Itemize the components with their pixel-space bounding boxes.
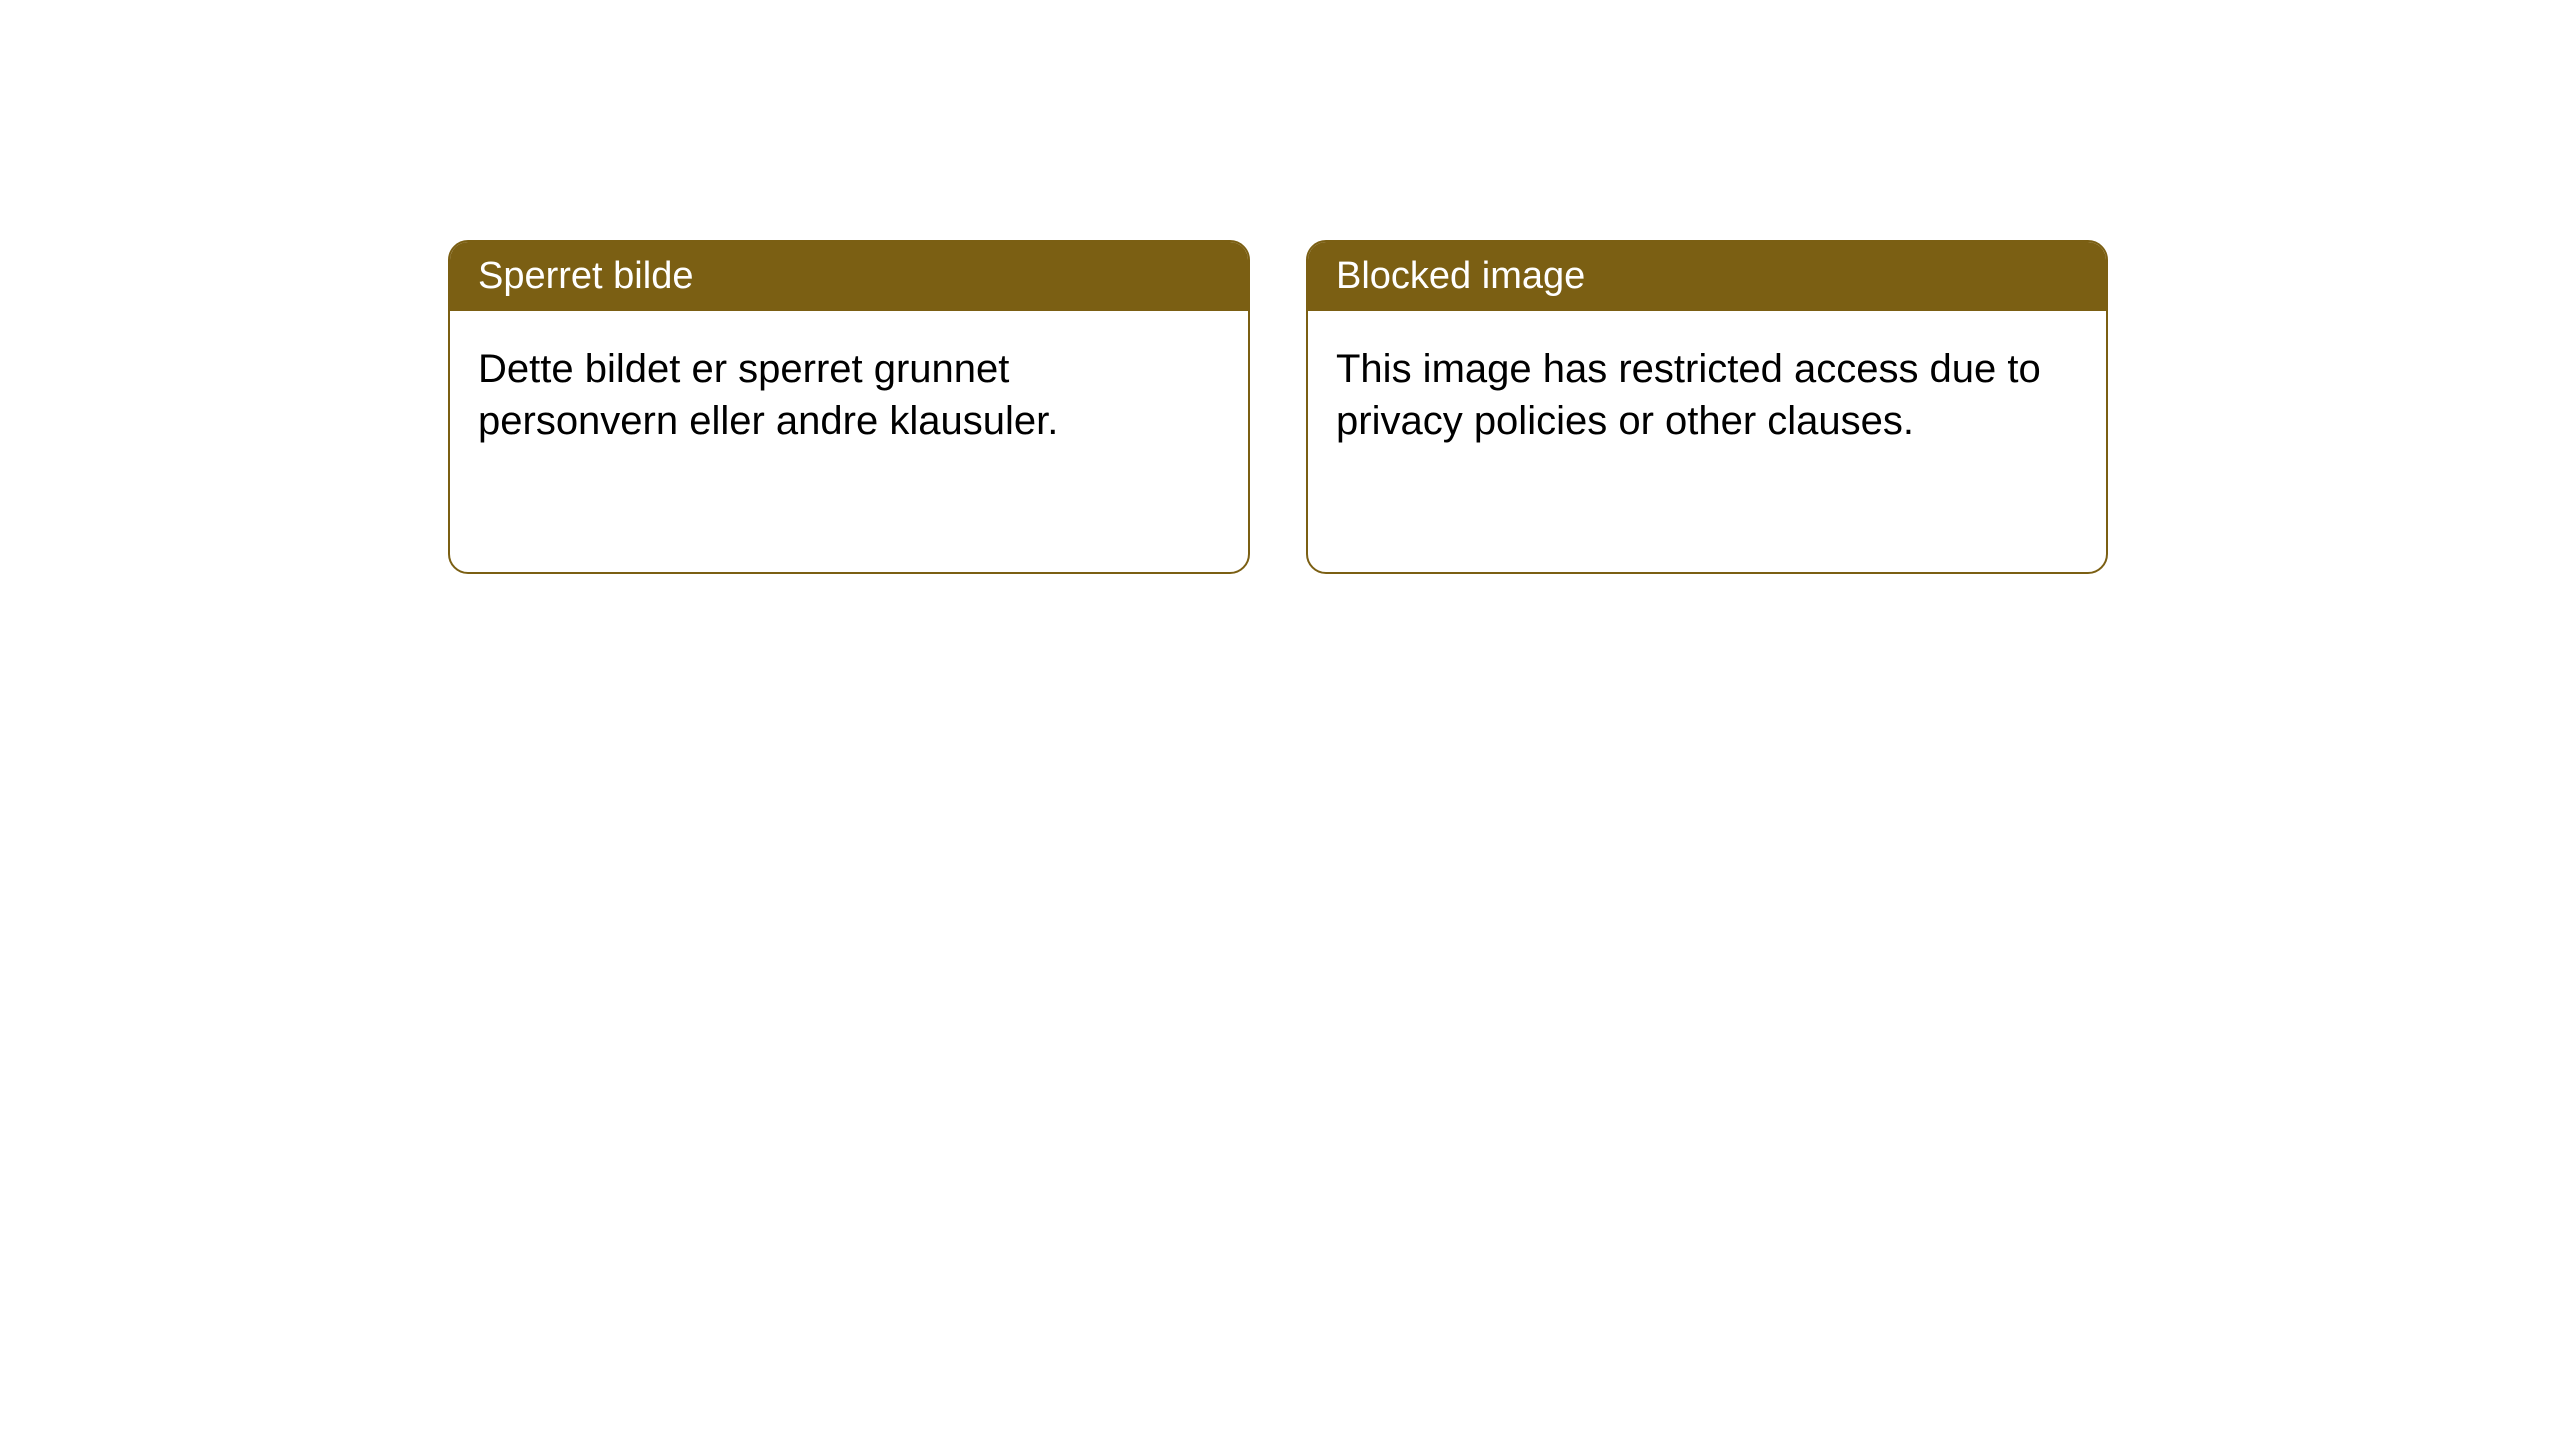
notice-card-norwegian: Sperret bilde Dette bildet er sperret gr…: [448, 240, 1250, 574]
notice-body: This image has restricted access due to …: [1308, 311, 2106, 479]
notice-container: Sperret bilde Dette bildet er sperret gr…: [0, 0, 2560, 574]
notice-header: Sperret bilde: [450, 242, 1248, 311]
notice-header: Blocked image: [1308, 242, 2106, 311]
notice-card-english: Blocked image This image has restricted …: [1306, 240, 2108, 574]
notice-body: Dette bildet er sperret grunnet personve…: [450, 311, 1248, 479]
